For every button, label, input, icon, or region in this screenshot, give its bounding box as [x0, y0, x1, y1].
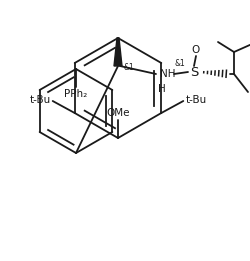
Text: OMe: OMe — [106, 108, 130, 118]
Text: t-Bu: t-Bu — [185, 95, 206, 105]
Text: O: O — [192, 45, 200, 55]
Text: H: H — [158, 84, 166, 94]
Text: &1: &1 — [174, 60, 186, 68]
Text: &1: &1 — [124, 63, 135, 73]
Text: S: S — [190, 66, 198, 79]
Text: t-Bu: t-Bu — [30, 95, 51, 105]
Text: NH: NH — [160, 69, 176, 79]
Polygon shape — [114, 38, 122, 66]
Text: PPh₂: PPh₂ — [64, 89, 88, 99]
